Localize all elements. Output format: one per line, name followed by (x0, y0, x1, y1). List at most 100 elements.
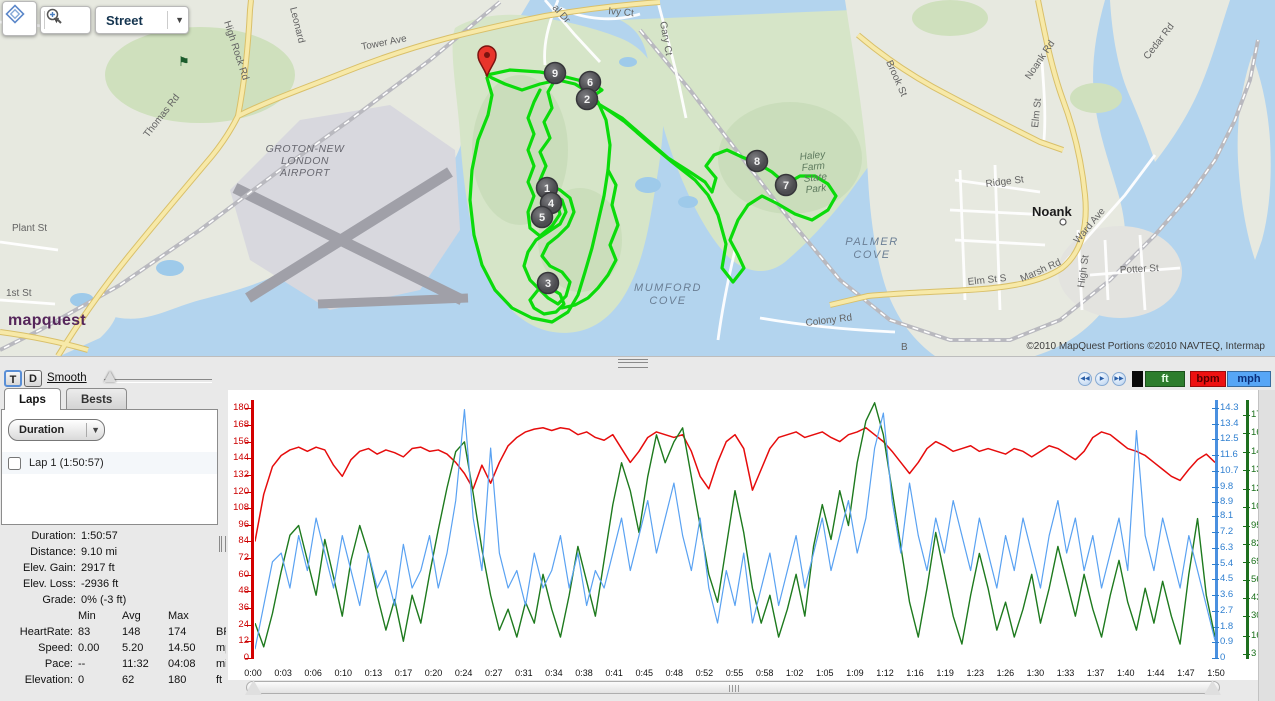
start-pin (477, 45, 497, 78)
town-label: Noank (1032, 204, 1073, 219)
water-label: PALMER (845, 236, 898, 248)
axis-tick-label: 95 (1251, 519, 1262, 531)
start-pin-icon[interactable] (477, 45, 497, 78)
summary-stats: Duration: 1:50:57 Distance: 9.10 mi Elev. Ga… (0, 528, 226, 688)
range-handle-left[interactable] (245, 680, 262, 695)
park-label: State (803, 172, 828, 185)
lap-sort-value: Duration (19, 424, 65, 436)
unit-button-ft[interactable]: ft (1145, 371, 1185, 387)
land-noank (845, 0, 1126, 356)
axis-tick-mark (1243, 525, 1250, 527)
time-tick-label: 1:44 (1147, 668, 1165, 678)
road-label: Elm St S (967, 273, 1007, 288)
svg-text:4: 4 (548, 198, 555, 210)
tab-laps[interactable]: Laps (4, 388, 61, 410)
lap-sort-dropdown[interactable]: Duration ▼ (8, 419, 105, 441)
forward-button[interactable]: ▶▶ (1112, 372, 1126, 386)
unit-button-bpm[interactable]: bpm (1190, 371, 1226, 387)
route-marker-5[interactable]: 5 (530, 205, 554, 229)
time-tick-label: 1:26 (996, 668, 1015, 678)
axis-tick-label: 24 (238, 618, 249, 630)
distance-axis-button[interactable]: D (24, 370, 42, 387)
road-label: Plant St (12, 223, 47, 234)
time-tick-label: 0:58 (755, 668, 774, 678)
svg-text:3: 3 (545, 278, 551, 290)
axis-tick-label: 5.4 (1220, 557, 1234, 569)
axis-tick-mark (245, 574, 252, 576)
axis-tick-mark (1243, 616, 1250, 618)
lap-checkbox[interactable] (8, 456, 21, 470)
time-tick-label: 1:09 (846, 668, 864, 678)
map-attribution: ©2010 MapQuest Portions ©2010 NAVTEQ, In… (1026, 341, 1265, 352)
axis-tick-mark (1243, 543, 1250, 545)
time-tick-label: 0:45 (635, 668, 653, 678)
axis-tick-label: 1.8 (1220, 620, 1234, 632)
park-label: Farm (801, 161, 825, 174)
time-tick-label: 0:00 (244, 668, 262, 678)
splitter-grip[interactable] (618, 359, 648, 368)
smooth-label[interactable]: Smooth (47, 372, 87, 384)
map-layer-select[interactable]: Street ▼ (95, 6, 189, 34)
vertical-splitter-grip[interactable] (219, 536, 226, 552)
time-range-slider[interactable] (245, 680, 1221, 695)
time-tick-label: 0:55 (725, 668, 744, 678)
range-grip[interactable] (729, 685, 740, 692)
axis-tick-label: 84 (238, 535, 249, 547)
chart-plot-area[interactable] (254, 400, 1216, 658)
time-tick-label: 1:12 (876, 668, 894, 678)
axis-tick-mark (1212, 455, 1219, 457)
axis-tick-label: 43 (1251, 592, 1262, 604)
water-label: COVE (853, 249, 890, 261)
lap-row[interactable]: Lap 1 (1:50:57) (2, 452, 217, 474)
smooth-slider-track[interactable] (104, 379, 212, 383)
chevron-down-icon: ▼ (175, 15, 184, 25)
route-marker-7[interactable]: 7 (774, 173, 798, 197)
axis-tick-mark (1243, 598, 1250, 600)
route-segment (526, 76, 562, 238)
axis-tick-label: 36 (238, 602, 249, 614)
axis-tick-mark (245, 441, 252, 443)
range-handle-right[interactable] (1204, 680, 1221, 695)
axis-tick-mark (245, 658, 252, 659)
tab-bests[interactable]: Bests (66, 388, 128, 410)
map-compass-button[interactable] (2, 1, 37, 36)
axis-tick-label: 10.7 (1220, 464, 1239, 476)
stat-table-row: Elevation: 0 62 180 ft (24, 674, 223, 686)
diamond-icon (5, 4, 25, 24)
time-tick-label: 0:13 (364, 668, 383, 678)
route-marker-3[interactable]: 3 (536, 271, 560, 295)
axis-tick-label: 12.5 (1220, 433, 1239, 445)
axis-tick-mark (1212, 642, 1219, 644)
time-tick-label: 0:52 (695, 668, 714, 678)
axis-tick-label: 16 (1251, 629, 1262, 641)
series-heartrate (254, 426, 1216, 542)
time-tick-label: 0:34 (545, 668, 563, 678)
unit-button-mph[interactable]: mph (1227, 371, 1271, 387)
svg-text:5: 5 (539, 212, 545, 224)
rewind-button[interactable]: ◀◀ (1078, 372, 1092, 386)
time-tick-label: 0:27 (484, 668, 503, 678)
route-markers: 9 6 2 1 45 3 8 7 (530, 61, 798, 295)
route-marker-2[interactable]: 2 (575, 87, 599, 111)
route-marker-8[interactable]: 8 (745, 149, 769, 173)
series-elevation (254, 402, 1216, 648)
route-segment (560, 168, 620, 310)
map-zoom-button[interactable]: ▼ (40, 6, 91, 34)
black-series-swatch[interactable] (1132, 371, 1143, 387)
time-tick-label: 0:41 (605, 668, 623, 678)
smooth-slider-thumb[interactable] (104, 371, 116, 382)
axis-tick-mark (1212, 658, 1219, 659)
time-tick-label: 1:37 (1086, 668, 1105, 678)
stat-row: Elev. Loss: -2936 ft (23, 578, 119, 590)
axis-tick-mark (1212, 439, 1219, 441)
time-axis-button[interactable]: T (4, 370, 22, 387)
axis-tick-mark (1212, 516, 1219, 518)
park-label: Park (805, 183, 828, 196)
route-marker-9[interactable]: 9 (543, 61, 567, 85)
axis-tick-mark (1212, 423, 1219, 425)
horizontal-splitter[interactable] (0, 357, 1275, 368)
play-button[interactable]: ▶ (1095, 372, 1109, 386)
axis-tick-label: 108 (233, 502, 249, 514)
